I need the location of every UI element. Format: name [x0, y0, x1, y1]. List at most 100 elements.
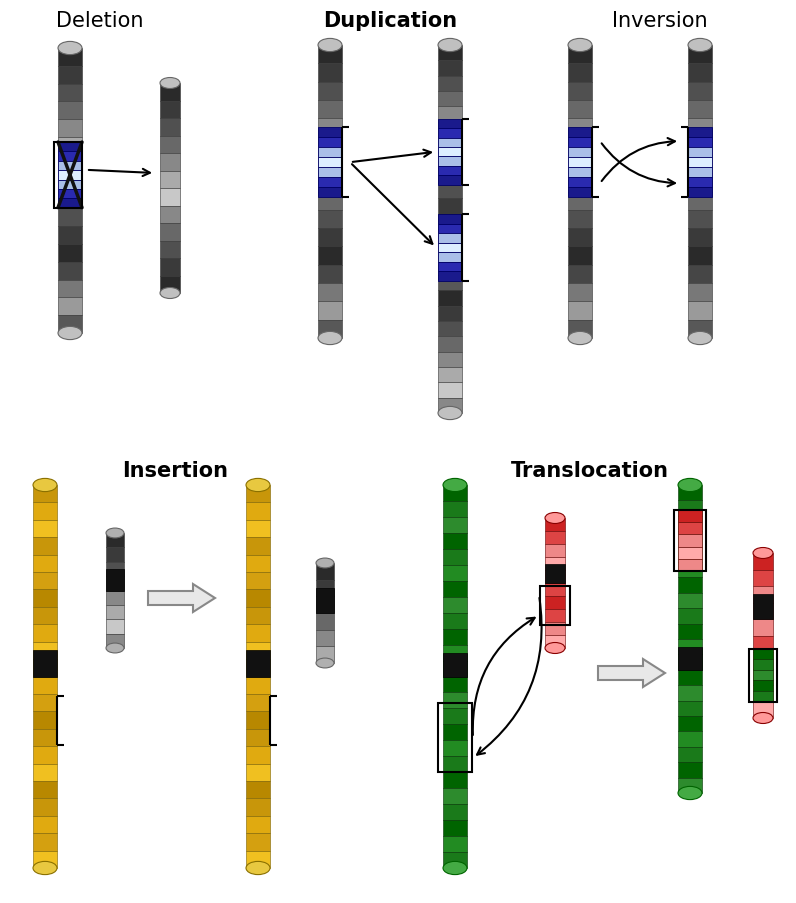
Bar — [58, 155, 82, 173]
FancyArrow shape — [598, 659, 665, 687]
Bar — [678, 535, 702, 547]
Bar — [438, 703, 472, 772]
Ellipse shape — [438, 40, 462, 52]
Bar — [443, 661, 467, 676]
Bar — [160, 189, 180, 206]
Bar — [316, 580, 334, 597]
Bar — [438, 167, 462, 176]
Bar — [33, 590, 57, 607]
Bar — [318, 178, 342, 188]
Bar — [753, 659, 773, 670]
Bar — [33, 694, 57, 712]
Bar — [318, 138, 342, 148]
Bar — [678, 762, 702, 777]
Bar — [58, 162, 82, 171]
Bar — [246, 659, 270, 676]
Bar — [568, 178, 592, 188]
Bar — [438, 214, 462, 229]
Bar — [443, 693, 467, 709]
Bar — [318, 46, 342, 64]
Bar — [318, 137, 342, 155]
Bar — [568, 82, 592, 101]
Bar — [318, 174, 342, 192]
Ellipse shape — [58, 42, 82, 56]
Bar — [58, 298, 82, 316]
Bar — [160, 241, 180, 259]
Bar — [160, 154, 180, 172]
Bar — [33, 520, 57, 537]
Bar — [688, 119, 712, 137]
Bar — [753, 702, 773, 718]
Bar — [678, 624, 702, 639]
Bar — [438, 138, 462, 148]
Bar — [545, 571, 565, 583]
Bar — [316, 589, 334, 613]
Bar — [688, 247, 712, 265]
Bar — [246, 676, 270, 694]
Bar — [443, 501, 467, 517]
Bar — [438, 229, 462, 245]
Bar — [316, 563, 334, 580]
Bar — [443, 820, 467, 836]
Bar — [318, 265, 342, 284]
Bar — [678, 501, 702, 517]
FancyArrow shape — [148, 584, 215, 612]
Bar — [443, 724, 467, 740]
Bar — [246, 816, 270, 833]
Bar — [33, 781, 57, 798]
Bar — [443, 534, 467, 549]
Bar — [438, 260, 462, 275]
Bar — [106, 534, 124, 548]
Bar — [678, 510, 702, 522]
Ellipse shape — [318, 332, 342, 345]
Bar — [443, 565, 467, 582]
Bar — [568, 321, 592, 339]
Bar — [246, 651, 270, 676]
Bar — [106, 563, 124, 576]
Ellipse shape — [568, 332, 592, 345]
Bar — [443, 486, 467, 501]
Bar — [678, 522, 702, 535]
Bar — [678, 578, 702, 593]
Bar — [568, 168, 592, 178]
Bar — [443, 613, 467, 628]
Bar — [568, 128, 592, 138]
Bar — [438, 262, 462, 272]
Bar — [438, 306, 462, 321]
Bar — [688, 228, 712, 247]
Bar — [688, 192, 712, 210]
Bar — [58, 245, 82, 263]
Bar — [678, 777, 702, 793]
Bar — [58, 280, 82, 298]
Bar — [568, 137, 592, 155]
Ellipse shape — [160, 288, 180, 299]
Bar — [246, 781, 270, 798]
Bar — [545, 596, 565, 610]
Bar — [438, 245, 462, 260]
Bar — [688, 128, 712, 138]
Bar — [438, 154, 462, 169]
Bar — [678, 563, 702, 578]
Bar — [33, 555, 57, 573]
Bar — [438, 215, 462, 225]
Bar — [568, 188, 592, 198]
Bar — [58, 227, 82, 245]
Bar — [58, 49, 82, 67]
Bar — [545, 545, 565, 557]
Bar — [678, 593, 702, 609]
Bar — [753, 669, 773, 685]
Bar — [438, 157, 462, 167]
Bar — [545, 610, 565, 622]
Ellipse shape — [545, 643, 565, 654]
Bar — [545, 583, 565, 596]
Bar — [316, 613, 334, 630]
Bar — [318, 168, 342, 178]
Bar — [318, 321, 342, 339]
Bar — [753, 636, 773, 652]
Bar — [318, 302, 342, 321]
Bar — [688, 101, 712, 119]
Bar — [33, 729, 57, 746]
Bar — [33, 851, 57, 868]
Bar — [438, 77, 462, 92]
Bar — [246, 694, 270, 712]
